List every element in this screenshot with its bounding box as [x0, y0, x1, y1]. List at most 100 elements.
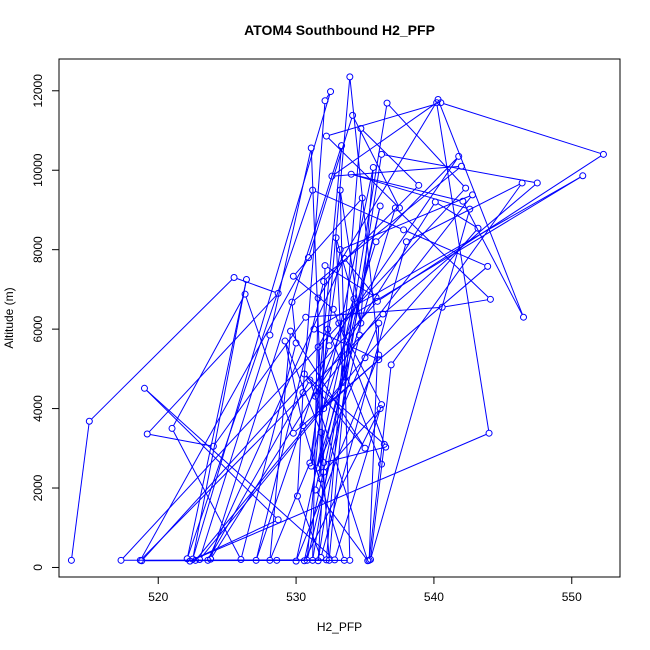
series-segment — [303, 428, 344, 558]
series-segment — [320, 268, 326, 476]
data-point — [462, 184, 470, 192]
series-segment — [172, 430, 240, 558]
data-point — [117, 556, 125, 564]
data-point — [382, 443, 390, 451]
series-segment — [269, 334, 291, 558]
series-segment — [324, 244, 376, 406]
data-point — [302, 313, 310, 321]
data-point — [349, 111, 357, 119]
data-point — [307, 144, 315, 152]
series-segment — [353, 117, 399, 206]
data-point — [372, 293, 380, 301]
data-point — [378, 150, 386, 158]
data-point — [252, 556, 260, 564]
data-point — [293, 492, 301, 500]
series-segment — [438, 102, 523, 315]
series-segment — [388, 104, 464, 187]
data-point — [242, 275, 250, 283]
data-point — [307, 462, 315, 470]
data-point — [136, 556, 144, 564]
series-segment — [304, 208, 381, 558]
series-segment — [305, 376, 364, 447]
series-segment — [310, 382, 368, 559]
data-point — [369, 163, 377, 171]
series-segment — [291, 333, 364, 447]
data-point — [300, 370, 308, 378]
data-point — [143, 430, 151, 438]
data-point — [415, 181, 423, 189]
data-point — [336, 246, 344, 254]
data-point — [520, 313, 528, 321]
data-point — [364, 557, 372, 565]
series-segment — [370, 211, 470, 557]
series-segment — [342, 195, 470, 249]
data-point — [339, 378, 347, 386]
data-point — [335, 319, 343, 327]
series-segment — [329, 103, 439, 136]
data-point — [204, 556, 212, 564]
series-segment — [366, 230, 477, 356]
series-segment — [328, 137, 398, 207]
data-point — [372, 238, 380, 246]
series-segment — [146, 389, 333, 559]
data-point — [317, 475, 325, 483]
series-segment — [211, 148, 342, 557]
series-segment — [315, 208, 380, 488]
data-point — [311, 486, 319, 494]
data-point — [518, 179, 526, 187]
data-point — [266, 331, 274, 339]
data-point — [474, 224, 482, 232]
data-point — [433, 99, 441, 107]
series-segment — [339, 193, 351, 558]
data-point — [373, 297, 381, 305]
data-point — [274, 289, 282, 297]
data-point — [288, 298, 296, 306]
data-point — [395, 204, 403, 212]
series-segment — [321, 244, 407, 555]
data-point — [67, 556, 75, 564]
series-segment — [285, 343, 321, 430]
chart-title: ATOM4 Southbound H2_PFP — [244, 22, 435, 38]
data-point — [486, 295, 494, 303]
data-point — [311, 392, 319, 400]
series-segment — [305, 411, 380, 559]
data-point — [237, 556, 245, 564]
data-point — [599, 150, 607, 158]
series-segment — [326, 447, 383, 463]
data-point — [379, 310, 387, 318]
series-segment — [316, 196, 472, 395]
data-point — [230, 273, 238, 281]
series-segment — [436, 105, 490, 431]
series-segment — [445, 299, 488, 308]
series-segment — [91, 279, 233, 420]
data-point — [300, 557, 308, 565]
data-point — [347, 170, 355, 178]
data-point — [376, 405, 384, 413]
data-point — [299, 422, 307, 430]
series-segment — [334, 165, 459, 177]
data-point — [357, 125, 365, 133]
data-point — [292, 557, 300, 565]
series-segment — [316, 176, 581, 329]
data-point — [469, 191, 477, 199]
series-segment — [173, 296, 245, 427]
series-segment — [317, 325, 379, 466]
series-segment — [377, 158, 458, 240]
data-point — [289, 429, 297, 437]
series-segment — [306, 79, 351, 558]
y-tick-label: 10000 — [31, 153, 45, 187]
series-h2-pfp — [67, 73, 607, 565]
y-tick-label: 0 — [31, 564, 45, 571]
series-segment — [328, 200, 363, 558]
series-segment — [122, 189, 464, 559]
series-segment — [341, 176, 581, 323]
y-tick-label: 6000 — [31, 315, 45, 342]
data-point — [306, 459, 314, 467]
data-point — [306, 376, 314, 384]
data-point — [350, 295, 358, 303]
series-segment — [326, 93, 330, 99]
series-segment — [148, 295, 277, 433]
series-segment — [143, 303, 376, 559]
series-segment — [370, 447, 385, 557]
